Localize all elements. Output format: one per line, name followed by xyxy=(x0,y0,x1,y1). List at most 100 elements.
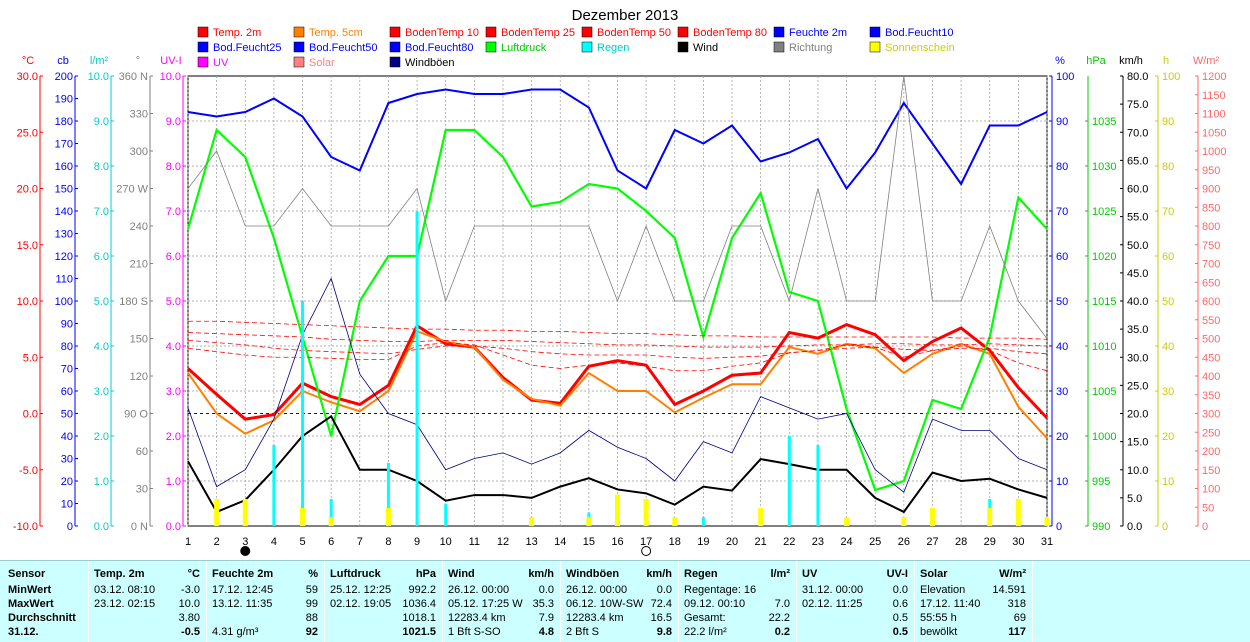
axis-tick-label-right: 60 xyxy=(1056,251,1068,263)
series-line xyxy=(187,342,1048,372)
wind-unit: km/h xyxy=(528,568,554,580)
axis-tick-label-right: 650 xyxy=(1202,277,1220,289)
axis-tick-label-left: 120 xyxy=(130,371,148,383)
regen-header: Regen xyxy=(684,568,718,580)
axis-tick-label-right: 0 xyxy=(1162,521,1168,533)
axis-tick-label-left: 190 xyxy=(55,94,73,106)
legend-label: Richtung xyxy=(789,42,832,54)
sensor-row-label: MaxWert xyxy=(8,598,54,610)
solar-row-text: 17.12. 11:40 xyxy=(920,598,981,610)
sunshine-bar xyxy=(242,499,248,526)
legend-label: Bod.Feucht10 xyxy=(885,27,954,39)
legend-swatch xyxy=(389,56,401,68)
axis-tick-label-right: 20.0 xyxy=(1127,409,1148,421)
legend: Temp. 2m Temp. 5cm BodenTemp 10 BodenTemp 2… xyxy=(197,26,955,69)
axis-tick-label-right: 70 xyxy=(1162,206,1174,218)
summary-panel: Sensor MinWert MaxWert Durchschnitt 31.12. Te… xyxy=(0,560,1250,642)
axis-unit-right: W/m² xyxy=(1193,55,1220,67)
luftdruck-row-text: 25.12. 12:25 xyxy=(330,584,392,596)
axis-tick-label-right: 1020 xyxy=(1092,251,1116,263)
x-tick-label: 24 xyxy=(840,536,852,548)
legend-swatch xyxy=(485,26,497,38)
x-tick-label: 7 xyxy=(357,536,363,548)
axis-tick-label-right: 15.0 xyxy=(1127,437,1148,449)
legend-swatch xyxy=(581,26,593,38)
axis-tick-label-left: 10.0 xyxy=(88,71,109,83)
sunshine-bar xyxy=(672,517,678,526)
axis-tick-label-right: 995 xyxy=(1092,476,1110,488)
feuchte-row-text: 13.12. 11:35 xyxy=(212,598,273,610)
axis-tick-label-right: 550 xyxy=(1202,315,1220,327)
axis-tick-label-left: 10.0 xyxy=(17,296,38,308)
axis-tick-label-left: 0 xyxy=(67,521,73,533)
axis-tick-label-left: 160 xyxy=(55,161,73,173)
right-axes: %1009080706050403020100hPa10351030102510… xyxy=(1049,55,1226,533)
legend-label: BodenTemp 10 xyxy=(405,27,479,39)
uv-row-value: 0.5 xyxy=(892,612,908,624)
axis-tick-label-right: 100 xyxy=(1056,71,1074,83)
axis-tick-label-right: 50 xyxy=(1056,296,1068,308)
legend-label: Bod.Feucht25 xyxy=(213,42,282,54)
legend-swatch xyxy=(677,26,689,38)
uv-row-text: 02.12. 11:25 xyxy=(802,598,863,610)
axis-tick-label-left: 70 xyxy=(61,364,73,376)
axis-tick-label-right: 1000 xyxy=(1202,146,1226,158)
axis-tick-label-left: 0.0 xyxy=(94,521,109,533)
axis-tick-label-left: 30 xyxy=(61,454,73,466)
axis-tick-label-left: 50 xyxy=(61,409,73,421)
axis-tick-label-left: 90 O xyxy=(124,409,148,421)
regen-row-text: Gesamt: xyxy=(684,612,726,624)
chart-title: Dezember 2013 xyxy=(572,7,679,24)
axis-tick-label-right: 250 xyxy=(1202,427,1220,439)
x-tick-label: 22 xyxy=(783,536,795,548)
axis-unit-left: l/m² xyxy=(90,55,109,67)
axis-tick-label-left: 3.0 xyxy=(166,386,181,398)
temp-header: Temp. 2m xyxy=(94,568,145,580)
luftdruck-row-value: 1036.4 xyxy=(402,598,436,610)
axis-tick-label-right: 20 xyxy=(1056,431,1068,443)
solar-row-value: 14.591 xyxy=(992,584,1026,596)
x-tick-label: 25 xyxy=(869,536,881,548)
axis-tick-label-right: 990 xyxy=(1092,521,1110,533)
legend-swatch xyxy=(293,26,305,38)
axis-tick-label-right: 700 xyxy=(1202,259,1220,271)
solar-header: Solar xyxy=(920,568,948,580)
axis-tick-label-right: 40 xyxy=(1162,341,1174,353)
axis-tick-label-right: 60 xyxy=(1162,251,1174,263)
solar-unit: W/m² xyxy=(999,568,1026,580)
x-tick-label: 14 xyxy=(554,536,566,548)
wind-column: Wind km/h 26.12. 00:00 0.0 05.12. 17:25 W 35.… xyxy=(442,561,561,642)
solar-row-value: 318 xyxy=(1007,598,1026,610)
axis-tick-label-right: 800 xyxy=(1202,221,1220,233)
axis-tick-label-left: 150 xyxy=(130,334,148,346)
series-line xyxy=(187,88,1048,191)
x-tick-label: 17 xyxy=(640,536,652,548)
axis-tick-label-left: 20.0 xyxy=(17,184,38,196)
legend-label: Temp. 2m xyxy=(213,27,261,39)
new-moon-marker xyxy=(240,546,251,556)
axis-tick-label-left: 200 xyxy=(55,71,73,83)
axis-tick-label-right: 70.0 xyxy=(1127,127,1148,139)
uv-row-value: 0.5 xyxy=(892,626,908,638)
axis-tick-label-left: 3.0 xyxy=(94,386,109,398)
sensor-row-label: MinWert xyxy=(8,584,52,596)
uv-header: UV xyxy=(802,568,818,580)
wind-row-text: 12283.4 km xyxy=(448,612,506,624)
wind-row-value: 4.8 xyxy=(538,626,554,638)
axis-tick-label-left: -10.0 xyxy=(13,521,38,533)
uv-row-value: 0.0 xyxy=(892,584,908,596)
axis-tick-label-left: 0.0 xyxy=(23,409,38,421)
axis-tick-label-right: 0.0 xyxy=(1127,521,1142,533)
axis-tick-label-right: 20 xyxy=(1162,431,1174,443)
rain-bar xyxy=(787,436,791,526)
axis-tick-label-right: 0 xyxy=(1202,521,1208,533)
legend-swatch xyxy=(293,41,305,53)
axis-tick-label-left: 0 N xyxy=(131,521,148,533)
sunshine-bar xyxy=(844,517,850,526)
sunshine-bar xyxy=(529,517,535,526)
axis-tick-label-left: 2.0 xyxy=(94,431,109,443)
axis-tick-label-right: 55.0 xyxy=(1127,212,1148,224)
wind-row-text: 26.12. 00:00 xyxy=(448,584,510,596)
rain-bar xyxy=(444,503,448,526)
axis-tick-label-right: 35.0 xyxy=(1127,324,1148,336)
